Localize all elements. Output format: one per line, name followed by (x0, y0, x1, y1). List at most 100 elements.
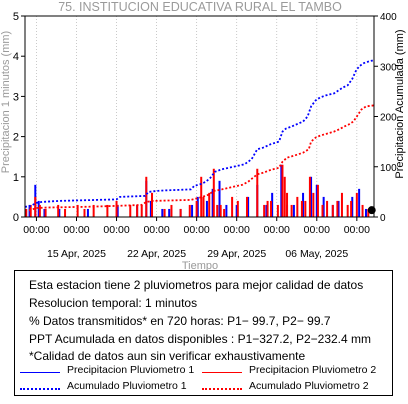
x-tick-time-label-5: 00:00 (224, 224, 250, 236)
bar-s1-36 (364, 208, 367, 217)
bar-s1-17 (211, 188, 214, 217)
bar-s1-4 (43, 208, 46, 217)
bar-s2-33 (263, 204, 266, 217)
info-line-3: % Datos transmitidos* en 720 horas: P1− … (29, 314, 331, 328)
x-axis-label: Tiempo (182, 260, 218, 270)
x-tick-time-label-0: 00:00 (23, 224, 49, 236)
info-line-4: PPT Acumulada en datos disponibles : P1−… (29, 332, 371, 346)
bar-s2-37 (281, 164, 284, 217)
bar-s2-11 (115, 200, 118, 217)
y-right-tick-label-3: 300 (380, 62, 397, 73)
legend-label-p1: Precipitacion Pluviometro 1 (67, 364, 195, 376)
bar-s2-52 (346, 204, 349, 217)
bar-s1-24 (271, 192, 274, 217)
bar-s2-36 (276, 204, 279, 217)
legend-swatch-p1 (20, 372, 60, 373)
bar-s1-23 (265, 204, 268, 217)
bar-s1-20 (235, 204, 238, 217)
bar-s2-3 (38, 204, 41, 217)
bar-s2-4 (44, 208, 47, 217)
bar-s2-35 (270, 200, 273, 217)
bar-s1-10 (149, 200, 152, 217)
bar-s2-38 (283, 176, 286, 217)
legend-swatch-p2 (202, 372, 242, 373)
bar-s2-27 (219, 204, 222, 217)
bar-s2-19 (179, 208, 182, 217)
bar-s1-25 (280, 164, 283, 217)
legend-label-p2: Precipitacion Pluviometro 2 (249, 364, 377, 376)
x-tick-time-label-6: 00:00 (264, 224, 290, 236)
bar-s2-39 (286, 192, 289, 217)
bars-layer (25, 164, 370, 217)
bar-s2-10 (106, 204, 109, 217)
bar-s1-5 (58, 208, 61, 217)
bar-s1-7 (116, 204, 119, 217)
cumulative-line-2 (24, 104, 375, 212)
bar-s2-18 (170, 204, 173, 217)
y-axis-right-label: Precipitacion Acumulada (mm) (394, 29, 406, 178)
bar-s2-30 (236, 200, 239, 217)
bar-s1-12 (168, 208, 171, 217)
y-left-tick-label-1: 1 (13, 172, 19, 184)
bar-s2-1 (29, 204, 32, 217)
bar-s2-55 (361, 204, 364, 217)
y-axis-left-label: Precipitacion 1 minutos (mm) (0, 31, 12, 173)
bar-s2-42 (300, 200, 303, 217)
bar-s2-7 (76, 204, 79, 217)
y-left-tick-label-0: 0 (13, 212, 19, 224)
bar-s2-16 (151, 192, 154, 217)
x-tick-time-label-8: 00:00 (344, 224, 370, 236)
bar-s2-12 (129, 204, 132, 217)
bar-s1-30 (315, 184, 318, 217)
bar-s1-29 (310, 176, 313, 217)
x-tick-time-label-1: 00:00 (63, 224, 89, 236)
bar-s2-25 (212, 168, 215, 217)
bar-s2-9 (92, 204, 95, 217)
bar-s1-3 (37, 200, 40, 217)
bar-s2-13 (136, 204, 139, 217)
y-right-tick-label-4: 400 (380, 12, 397, 23)
bar-s2-5 (57, 204, 60, 217)
end-marker-point (367, 206, 376, 215)
bar-s2-46 (316, 184, 319, 217)
bar-s2-48 (326, 200, 329, 217)
bar-s2-6 (64, 208, 67, 217)
bar-s1-31 (322, 196, 325, 217)
bar-s1-34 (351, 196, 354, 217)
plot-frame (24, 15, 375, 218)
bar-s1-6 (86, 208, 89, 217)
bar-s2-23 (202, 196, 205, 217)
bar-s2-47 (321, 204, 324, 217)
bar-s1-21 (247, 196, 250, 217)
bar-s1-18 (218, 180, 221, 217)
x-tick-time-label-7: 00:00 (304, 224, 330, 236)
y-left-tick-label-2: 2 (13, 132, 19, 144)
legend-label-a1: Acumulado Pluviometro 1 (67, 380, 187, 392)
bar-s2-29 (231, 196, 234, 217)
bar-s2-21 (195, 200, 198, 217)
bar-s2-49 (331, 204, 334, 217)
grid-layer (36, 16, 358, 217)
cumulative-line-1 (24, 59, 375, 208)
y-left-tick-label-3: 3 (13, 91, 19, 103)
x-tick-date-label-1: 22 Apr, 2025 (127, 248, 186, 260)
legend-label-a2: Acumulado Pluviometro 2 (249, 380, 369, 392)
bar-s1-14 (191, 204, 194, 217)
bar-s2-28 (223, 208, 226, 217)
chart: 75. INSTITUCION EDUCATIVA RURAL EL TAMBO… (0, 0, 406, 270)
bar-s2-40 (290, 204, 293, 217)
bar-s1-16 (205, 200, 208, 217)
bar-s2-32 (256, 168, 259, 217)
bar-s2-22 (200, 176, 203, 217)
bar-s2-24 (208, 192, 211, 217)
bar-s2-53 (350, 200, 353, 217)
y-left-tick-label-5: 5 (13, 11, 19, 23)
x-tick-date-label-3: 06 May, 2025 (285, 248, 348, 260)
bar-s2-43 (304, 200, 307, 217)
legend-swatch-a2 (202, 388, 242, 390)
y-right-tick-label-0: 0 (380, 213, 386, 224)
x-tick-time-label-2: 00:00 (103, 224, 129, 236)
bar-s2-45 (312, 192, 315, 217)
info-line-5: *Calidad de datos aun sin verificar exha… (29, 349, 306, 363)
bar-s1-35 (358, 188, 361, 217)
